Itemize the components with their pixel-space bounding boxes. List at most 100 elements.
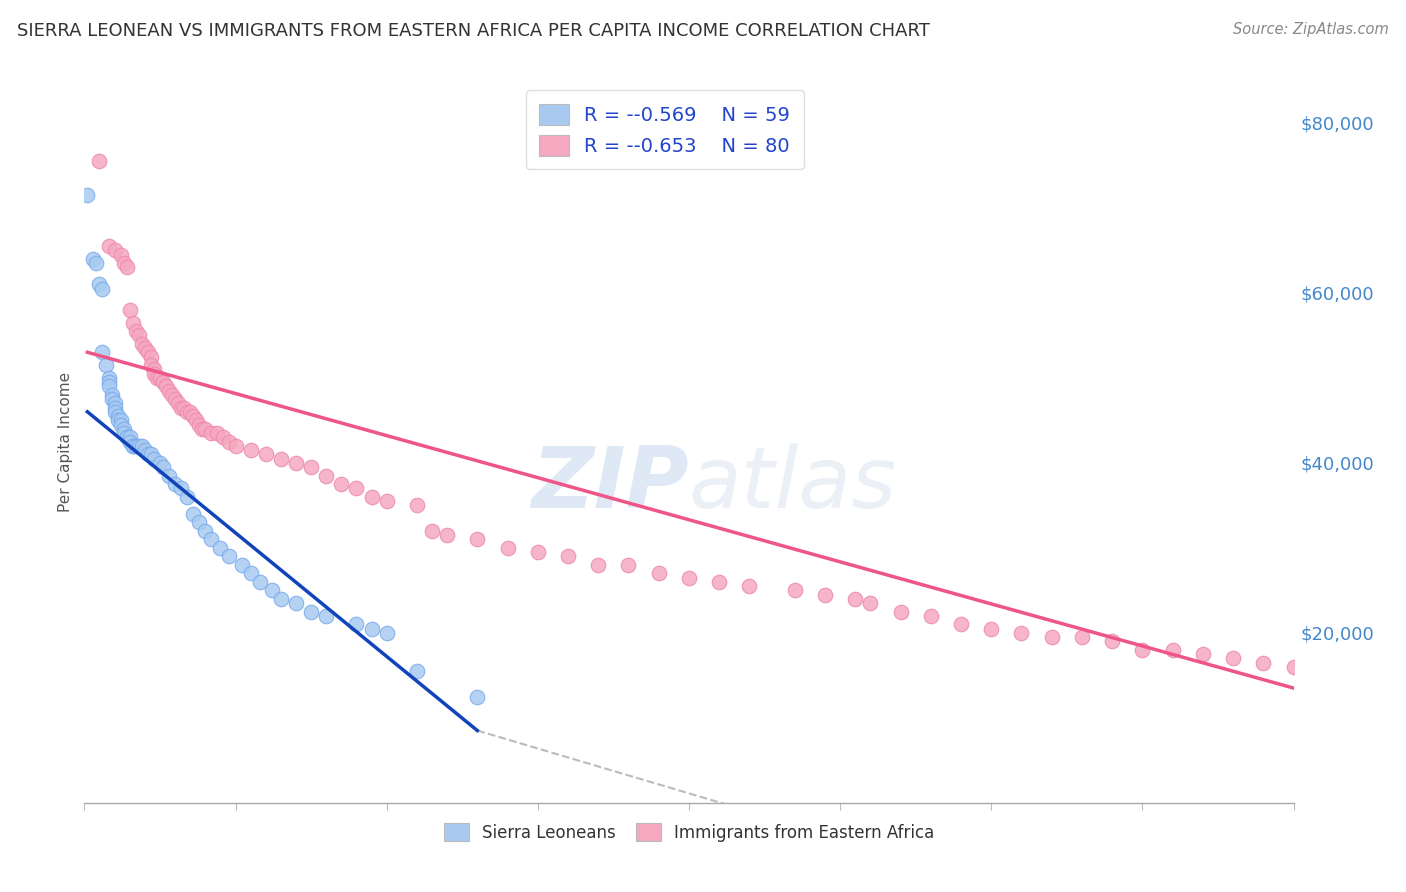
Point (1101, 634, 1123, 648)
Point (1040, 630, 1063, 644)
Point (112, 425, 135, 440)
Point (1071, 630, 1094, 644)
Point (254, 447, 277, 461)
Point (1253, 656, 1275, 670)
Point (89, 154, 111, 169)
Point (181, 507, 204, 521)
Point (1161, 642, 1184, 657)
Point (115, 260, 138, 275)
Point (91, 345, 114, 359)
Point (170, 481, 193, 495)
Point (128, 439, 150, 453)
Point (125, 439, 148, 453)
Point (436, 528, 458, 542)
Point (134, 443, 156, 458)
Point (188, 516, 211, 530)
Point (165, 392, 187, 406)
Point (118, 430, 141, 444)
Point (176, 405, 198, 419)
Point (157, 384, 180, 398)
Point (165, 477, 187, 491)
Point (125, 324, 148, 338)
Point (844, 591, 866, 606)
Point (100, 392, 122, 406)
Point (200, 425, 222, 440)
Point (285, 596, 308, 610)
Point (142, 451, 165, 466)
Point (1222, 651, 1244, 665)
Point (128, 328, 150, 343)
Point (218, 549, 240, 564)
Point (131, 439, 153, 453)
Point (115, 430, 138, 444)
Point (950, 617, 973, 632)
Point (139, 358, 162, 372)
Point (260, 583, 283, 598)
Point (225, 439, 247, 453)
Point (1130, 642, 1153, 657)
Point (1192, 647, 1215, 661)
Point (89, 277, 111, 292)
Point (149, 371, 172, 385)
Point (121, 316, 143, 330)
Point (330, 477, 353, 491)
Point (112, 422, 135, 436)
Point (115, 430, 138, 444)
Point (131, 336, 153, 351)
Point (91, 281, 114, 295)
Point (121, 439, 143, 453)
Point (97, 239, 120, 253)
Point (142, 367, 165, 381)
Point (86, 256, 108, 270)
Point (82, 252, 104, 266)
Point (814, 588, 837, 602)
Point (136, 345, 159, 359)
Legend: Sierra Leoneans, Immigrants from Eastern Africa: Sierra Leoneans, Immigrants from Eastern… (437, 817, 941, 848)
Point (152, 460, 174, 475)
Point (97, 379, 120, 393)
Point (110, 417, 132, 432)
Point (249, 574, 271, 589)
Point (467, 533, 489, 547)
Point (104, 244, 127, 258)
Point (218, 434, 240, 449)
Point (179, 405, 201, 419)
Point (738, 579, 761, 593)
Point (270, 451, 292, 466)
Point (346, 617, 368, 632)
Point (209, 541, 232, 555)
Point (299, 605, 322, 619)
Point (375, 494, 398, 508)
Point (270, 591, 292, 606)
Point (107, 409, 129, 423)
Point (110, 247, 132, 261)
Point (375, 625, 398, 640)
Y-axis label: Per Capita Income: Per Capita Income (58, 371, 73, 512)
Point (186, 413, 208, 427)
Text: Source: ZipAtlas.com: Source: ZipAtlas.com (1233, 22, 1389, 37)
Point (112, 256, 135, 270)
Text: SIERRA LEONEAN VS IMMIGRANTS FROM EASTERN AFRICA PER CAPITA INCOME CORRELATION C: SIERRA LEONEAN VS IMMIGRANTS FROM EASTER… (17, 22, 929, 40)
Point (783, 583, 806, 598)
Point (239, 566, 262, 581)
Point (980, 622, 1002, 636)
Point (467, 690, 489, 704)
Point (406, 498, 429, 512)
Point (104, 401, 127, 415)
Point (100, 388, 122, 402)
Point (617, 558, 640, 572)
Point (239, 443, 262, 458)
Point (104, 405, 127, 419)
Point (557, 549, 579, 564)
Point (181, 409, 204, 423)
Point (97, 375, 120, 389)
Point (207, 425, 229, 440)
Point (118, 434, 141, 449)
Point (139, 350, 162, 364)
Point (1011, 625, 1033, 640)
Point (920, 608, 942, 623)
Point (170, 401, 193, 415)
Point (121, 439, 143, 453)
Point (360, 490, 382, 504)
Point (110, 413, 132, 427)
